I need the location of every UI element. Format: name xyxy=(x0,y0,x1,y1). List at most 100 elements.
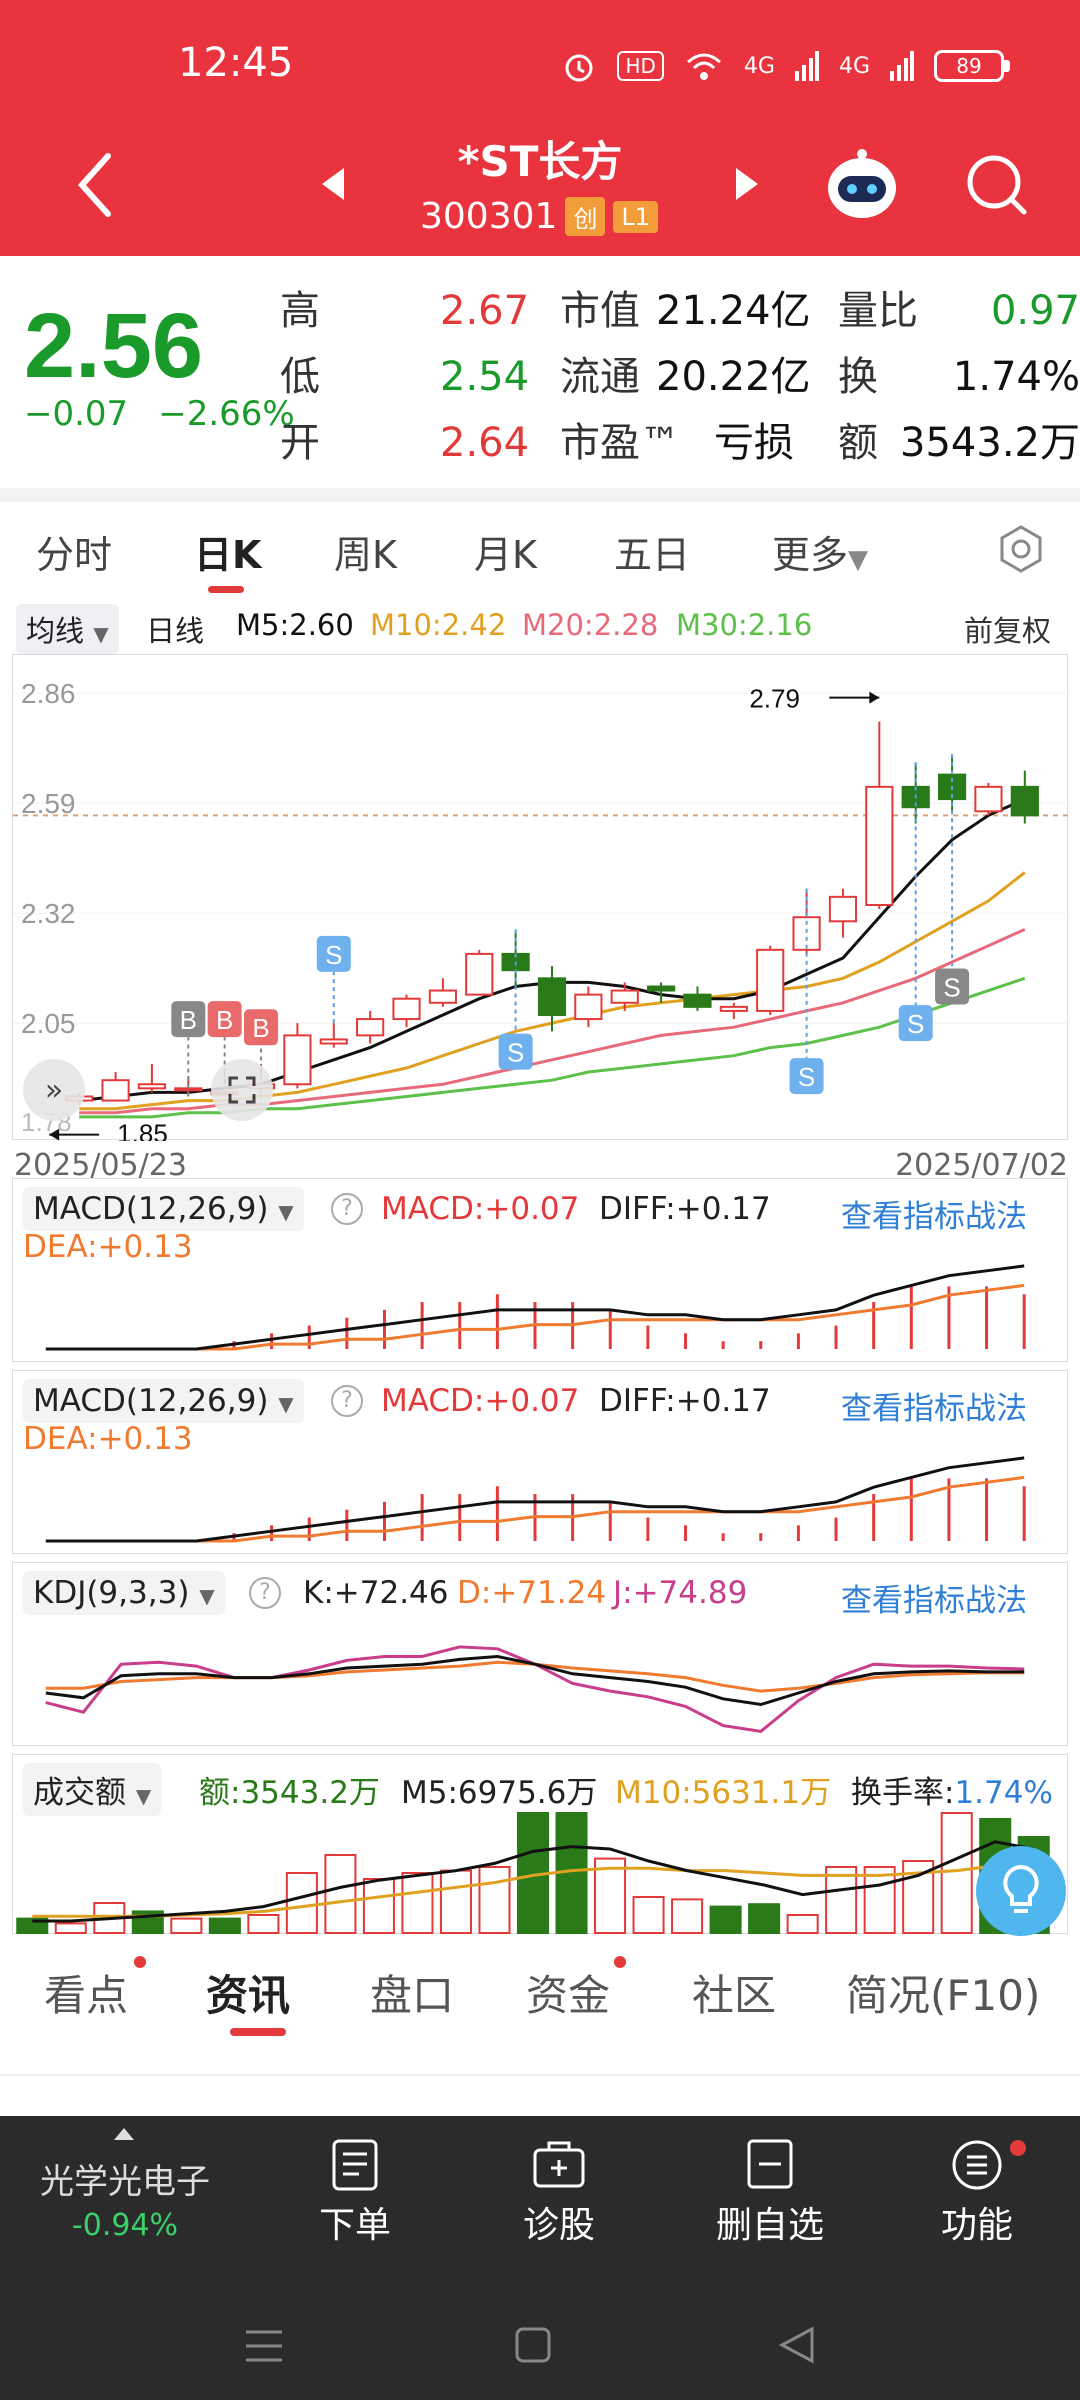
indicator-strategy-link[interactable]: 查看指标战法 xyxy=(841,1583,1027,1619)
divider xyxy=(0,488,1080,502)
help-icon[interactable]: ? xyxy=(331,1193,363,1225)
candle-body xyxy=(537,977,567,1017)
candle-body xyxy=(828,895,858,923)
k-line xyxy=(45,1654,1025,1707)
search-icon[interactable] xyxy=(964,152,1030,218)
volume-bar xyxy=(594,1857,627,1934)
amount-m10: M10:5631.1万 xyxy=(615,1775,832,1811)
turn-label: 换 xyxy=(838,354,878,400)
diagnose-label: 诊股 xyxy=(522,2205,595,2246)
tab-order-book[interactable]: 盘口 xyxy=(370,1971,455,2020)
recent-apps-icon[interactable] xyxy=(244,2328,284,2364)
functions-button[interactable]: 功能 xyxy=(922,2138,1032,2248)
macd-header-2: MACD(12,26,9) ▼ ? MACD:+0.07 DIFF:+0.17 … xyxy=(13,1371,1067,1457)
volume-bar xyxy=(247,1914,280,1934)
current-price: 2.56 xyxy=(24,295,204,397)
candle-body xyxy=(865,785,894,906)
vol-labels: 量比 换 额 xyxy=(838,278,918,476)
candle-body xyxy=(283,1034,312,1086)
volume-bar xyxy=(362,1878,395,1934)
candle-body xyxy=(319,1038,348,1045)
tab-monthly-k[interactable]: 月K xyxy=(474,533,537,577)
tab-news[interactable]: 资讯 xyxy=(206,1971,291,2020)
amt-value: 3543.2万 xyxy=(900,420,1080,466)
adjust-mode[interactable]: 前复权 xyxy=(964,614,1052,648)
next-stock-icon[interactable] xyxy=(734,166,762,202)
home-icon[interactable] xyxy=(514,2326,552,2364)
signal-label: S xyxy=(798,1062,815,1092)
candle-body xyxy=(174,1087,203,1092)
kdj-chart xyxy=(45,1645,1025,1733)
tab-weekly-k[interactable]: 周K xyxy=(334,533,397,577)
unread-dot xyxy=(134,1956,146,1968)
tab-profile-f10[interactable]: 简况(F10) xyxy=(846,1971,1041,2020)
macd-selector-2[interactable]: MACD(12,26,9) ▼ xyxy=(23,1379,304,1423)
settings-hex-icon[interactable] xyxy=(996,524,1046,574)
macd-panel-1[interactable]: MACD(12,26,9) ▼ ? MACD:+0.07 DIFF:+0.17 … xyxy=(12,1178,1068,1362)
remove-watchlist-button[interactable]: 删自选 xyxy=(700,2138,840,2248)
tab-intraday[interactable]: 分时 xyxy=(36,533,113,577)
volume-bar xyxy=(324,1854,357,1934)
volume-m10-line xyxy=(32,1861,1034,1918)
tab-five-day[interactable]: 五日 xyxy=(614,533,691,577)
remove-box-icon xyxy=(747,2139,793,2189)
price-change-pct: −2.66% xyxy=(158,394,295,434)
pe-label: 市盈™ xyxy=(560,420,680,466)
indicator-type-select[interactable]: 均线 ▼ xyxy=(16,604,119,654)
help-icon[interactable]: ? xyxy=(249,1577,281,1609)
tab-more[interactable]: 更多▼ xyxy=(772,524,868,579)
volume-bar xyxy=(439,1869,472,1934)
fullscreen-button[interactable] xyxy=(211,1059,273,1121)
macd-selector-1[interactable]: MACD(12,26,9) ▼ xyxy=(23,1187,304,1231)
diagnose-button[interactable]: 诊股 xyxy=(504,2138,614,2248)
caret-down-icon: ▼ xyxy=(848,545,869,575)
ma5-value: M5:2.60 xyxy=(236,608,354,642)
high-annotation: 2.79 xyxy=(749,684,800,714)
signal-badge xyxy=(207,1001,242,1038)
indicator-strategy-link[interactable]: 查看指标战法 xyxy=(841,1391,1027,1427)
dea-line xyxy=(45,1475,1025,1543)
ma30-value: M30:2.16 xyxy=(676,608,813,642)
board-tag: 创 xyxy=(565,197,606,236)
float-value: 20.22亿 xyxy=(656,354,811,400)
open-value: 2.64 xyxy=(440,420,530,466)
candle-body xyxy=(392,997,421,1021)
tips-bulb-button[interactable] xyxy=(976,1846,1066,1936)
expand-left-button[interactable]: » xyxy=(23,1059,85,1121)
signal-label: S xyxy=(943,972,960,1002)
macd-header-1: MACD(12,26,9) ▼ ? MACD:+0.07 DIFF:+0.17 … xyxy=(13,1179,1067,1265)
period-label: 日线 xyxy=(146,614,205,648)
back-nav-icon[interactable] xyxy=(778,2326,816,2364)
sector-widget[interactable]: 光学光电子 -0.94% xyxy=(0,2116,250,2286)
indicator-type-label: 均线 xyxy=(26,614,85,648)
kdj-selector[interactable]: KDJ(9,3,3) ▼ xyxy=(23,1571,225,1615)
macd-panel-2[interactable]: MACD(12,26,9) ▼ ? MACD:+0.07 DIFF:+0.17 … xyxy=(12,1370,1068,1554)
kdj-panel[interactable]: KDJ(9,3,3) ▼ ? K:+72.46 D:+71.24 J:+74.8… xyxy=(12,1562,1068,1746)
amount-m5: M5:6975.6万 xyxy=(401,1775,598,1811)
robot-assistant-icon[interactable] xyxy=(822,146,902,222)
diff-value: DIFF:+0.17 xyxy=(599,1383,771,1419)
order-button[interactable]: 下单 xyxy=(300,2138,410,2248)
sector-change: -0.94% xyxy=(71,2208,179,2243)
signal-label: B xyxy=(180,1005,197,1035)
prev-stock-icon[interactable] xyxy=(318,166,346,202)
volume-selector[interactable]: 成交额 ▼ xyxy=(23,1763,162,1816)
tab-daily-k[interactable]: 日K xyxy=(194,533,262,577)
tab-community[interactable]: 社区 xyxy=(692,1971,777,2020)
date-start: 2025/05/23 xyxy=(14,1148,187,1183)
back-icon[interactable] xyxy=(74,150,114,220)
kline-chart[interactable]: 2.86 2.59 2.32 2.05 B B B S S S S S 2.79 1.85 1.78 » xyxy=(12,654,1069,1149)
y-tick-label: 2.05 xyxy=(21,1008,76,1039)
candle-body xyxy=(683,993,712,1008)
candle-body xyxy=(974,785,1003,813)
indicator-strategy-link[interactable]: 查看指标战法 xyxy=(841,1199,1027,1235)
caret-down-icon: ▼ xyxy=(278,1392,294,1416)
low-arrowhead xyxy=(49,1128,60,1141)
ma20-value: M20:2.28 xyxy=(522,608,659,642)
help-icon[interactable]: ? xyxy=(331,1385,363,1417)
candle-body xyxy=(1010,785,1039,817)
tab-highlights[interactable]: 看点 xyxy=(44,1971,129,2020)
tab-capital[interactable]: 资金 xyxy=(526,1971,611,2020)
volume-panel[interactable]: 成交额 ▼ 额:3543.2万 M5:6975.6万 M10:5631.1万 换… xyxy=(12,1754,1068,1935)
